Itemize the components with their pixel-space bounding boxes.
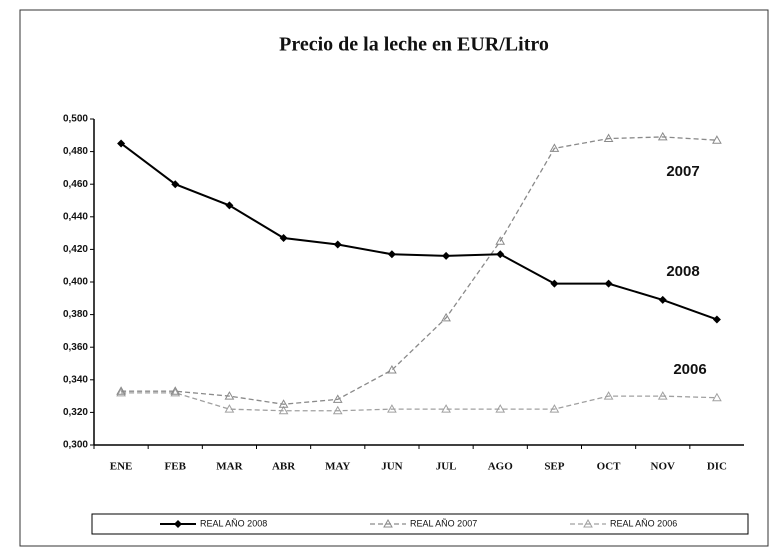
data-point bbox=[549, 143, 560, 152]
legend-marker bbox=[383, 518, 393, 528]
y-tick-label: 0,440 bbox=[63, 211, 88, 222]
data-point bbox=[278, 399, 289, 408]
data-point bbox=[117, 139, 126, 148]
legend-label: REAL AÑO 2007 bbox=[410, 518, 477, 528]
data-point bbox=[224, 391, 235, 400]
annotation: 2008 bbox=[666, 263, 699, 280]
data-point bbox=[657, 391, 668, 400]
data-point bbox=[333, 240, 342, 249]
data-point bbox=[495, 404, 506, 413]
data-point bbox=[603, 133, 614, 143]
data-point bbox=[549, 404, 560, 413]
y-tick-label: 0,360 bbox=[63, 342, 88, 353]
data-point bbox=[170, 386, 181, 395]
data-point bbox=[712, 392, 722, 402]
legend-label: REAL AÑO 2006 bbox=[610, 518, 677, 528]
x-tick-label: DIC bbox=[707, 461, 727, 473]
y-tick-label: 0,480 bbox=[63, 146, 88, 157]
x-tick-label: OCT bbox=[597, 461, 622, 473]
x-tick-label: MAY bbox=[325, 461, 350, 473]
x-tick-label: AGO bbox=[488, 461, 514, 473]
y-tick-label: 0,380 bbox=[63, 309, 88, 320]
data-point bbox=[550, 279, 559, 288]
data-point bbox=[657, 131, 668, 141]
data-point bbox=[278, 405, 289, 415]
x-tick-label: FEB bbox=[165, 461, 187, 473]
x-tick-label: ENE bbox=[110, 461, 133, 473]
x-tick-label: JUN bbox=[381, 461, 402, 473]
data-point bbox=[712, 315, 721, 324]
data-point bbox=[604, 279, 613, 288]
data-point bbox=[441, 312, 451, 322]
data-point bbox=[495, 236, 506, 245]
x-tick-label: JUL bbox=[436, 461, 457, 473]
data-point bbox=[712, 135, 722, 144]
y-tick-label: 0,400 bbox=[63, 277, 88, 288]
y-tick-label: 0,420 bbox=[63, 244, 88, 255]
data-point bbox=[441, 404, 451, 413]
series-line bbox=[120, 142, 718, 321]
y-tick-label: 0,320 bbox=[63, 407, 88, 418]
data-point bbox=[224, 404, 235, 413]
data-point bbox=[332, 394, 343, 403]
chart-title: Precio de la leche en EUR/Litro bbox=[279, 34, 549, 56]
chart-frame bbox=[19, 9, 769, 547]
data-point bbox=[225, 201, 234, 210]
annotation: 2007 bbox=[666, 163, 699, 180]
data-point bbox=[387, 365, 397, 374]
x-tick-label: SEP bbox=[544, 461, 564, 473]
y-tick-label: 0,340 bbox=[63, 374, 88, 385]
legend-marker bbox=[174, 520, 182, 528]
series-line bbox=[121, 392, 717, 412]
data-point bbox=[387, 404, 397, 413]
x-tick-label: ABR bbox=[272, 461, 296, 473]
legend-label: REAL AÑO 2008 bbox=[200, 518, 267, 528]
data-point bbox=[170, 387, 181, 397]
y-tick-label: 0,500 bbox=[63, 114, 88, 125]
data-point bbox=[387, 250, 396, 259]
data-point bbox=[603, 391, 614, 400]
y-tick-label: 0,300 bbox=[63, 440, 88, 451]
data-point bbox=[279, 233, 288, 242]
x-tick-label: NOV bbox=[651, 461, 676, 473]
data-point bbox=[658, 295, 667, 304]
series-line bbox=[121, 136, 717, 405]
legend-marker bbox=[583, 518, 593, 528]
data-point bbox=[116, 387, 126, 397]
annotation: 2006 bbox=[673, 361, 706, 378]
legend-box bbox=[91, 513, 749, 535]
data-point bbox=[171, 180, 180, 189]
data-point bbox=[332, 405, 343, 415]
data-point bbox=[496, 250, 505, 259]
data-point bbox=[442, 251, 451, 260]
y-tick-label: 0,460 bbox=[63, 179, 88, 190]
data-point bbox=[116, 386, 126, 395]
x-tick-label: MAR bbox=[216, 461, 243, 473]
